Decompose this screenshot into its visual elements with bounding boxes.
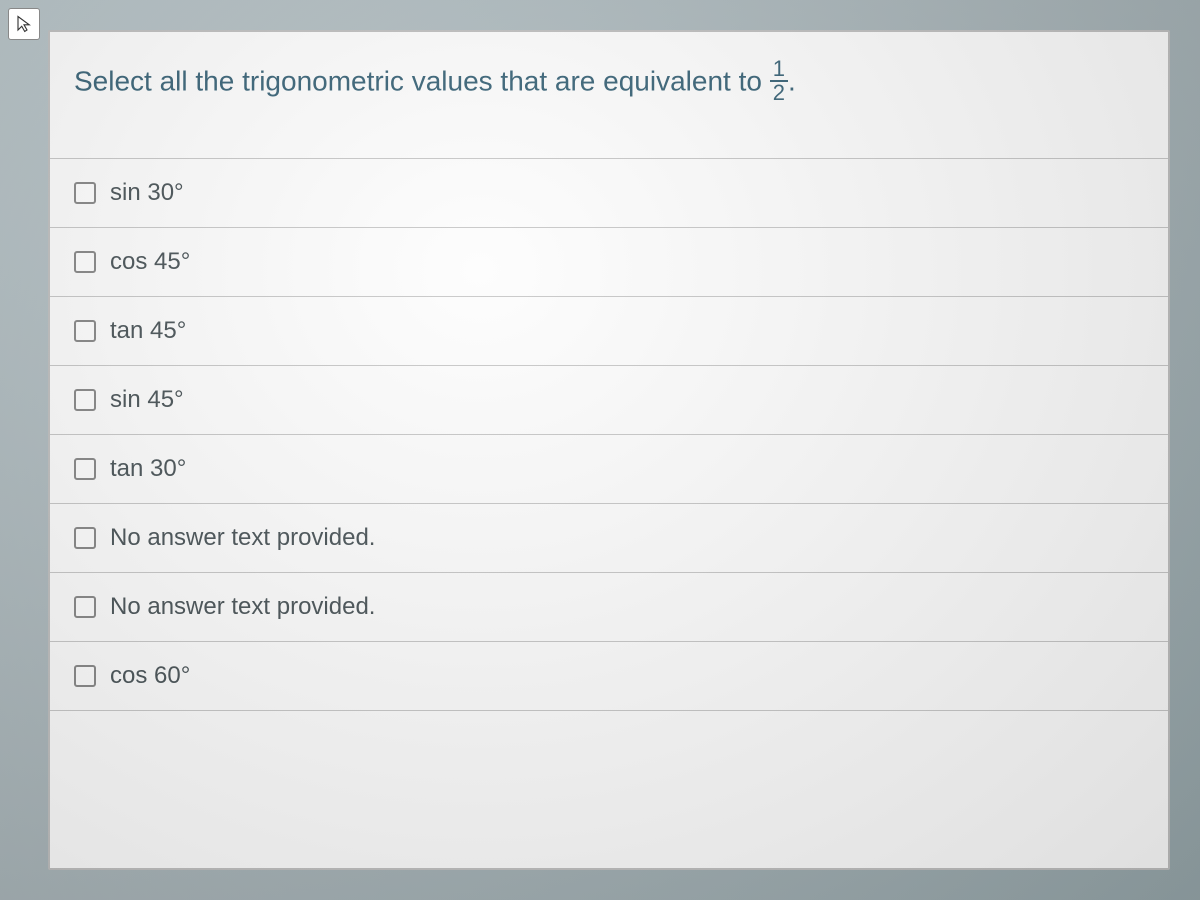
option-checkbox[interactable] bbox=[74, 458, 96, 480]
option-label: cos 45° bbox=[110, 248, 190, 276]
option-checkbox[interactable] bbox=[74, 251, 96, 273]
option-checkbox[interactable] bbox=[74, 665, 96, 687]
arrow-cursor-icon bbox=[15, 15, 33, 33]
option-label: cos 60° bbox=[110, 662, 190, 690]
option-row[interactable]: No answer text provided. bbox=[50, 573, 1168, 642]
question-fraction: 12 bbox=[770, 58, 788, 104]
option-checkbox[interactable] bbox=[74, 182, 96, 204]
question-suffix: . bbox=[788, 65, 796, 96]
cursor-tool-button[interactable] bbox=[8, 8, 40, 40]
question-prompt: Select all the trigonometric values that… bbox=[50, 60, 1168, 134]
option-row[interactable]: sin 45° bbox=[50, 366, 1168, 435]
option-label: No answer text provided. bbox=[110, 593, 375, 621]
option-label: No answer text provided. bbox=[110, 524, 375, 552]
option-label: tan 30° bbox=[110, 455, 186, 483]
fraction-numerator: 1 bbox=[770, 58, 788, 82]
option-row[interactable]: tan 30° bbox=[50, 435, 1168, 504]
quiz-question-panel: Select all the trigonometric values that… bbox=[48, 30, 1170, 870]
fraction-denominator: 2 bbox=[770, 82, 788, 104]
option-checkbox[interactable] bbox=[74, 389, 96, 411]
option-checkbox[interactable] bbox=[74, 320, 96, 342]
option-row[interactable]: sin 30° bbox=[50, 159, 1168, 228]
question-prefix: Select all the trigonometric values that… bbox=[74, 65, 770, 96]
option-row[interactable]: cos 60° bbox=[50, 642, 1168, 711]
option-row[interactable]: No answer text provided. bbox=[50, 504, 1168, 573]
option-checkbox[interactable] bbox=[74, 596, 96, 618]
options-table: sin 30° cos 45° tan 45° bbox=[50, 158, 1168, 711]
option-checkbox[interactable] bbox=[74, 527, 96, 549]
option-row[interactable]: tan 45° bbox=[50, 297, 1168, 366]
option-label: sin 30° bbox=[110, 179, 184, 207]
option-label: tan 45° bbox=[110, 317, 186, 345]
option-row[interactable]: cos 45° bbox=[50, 228, 1168, 297]
option-label: sin 45° bbox=[110, 386, 184, 414]
